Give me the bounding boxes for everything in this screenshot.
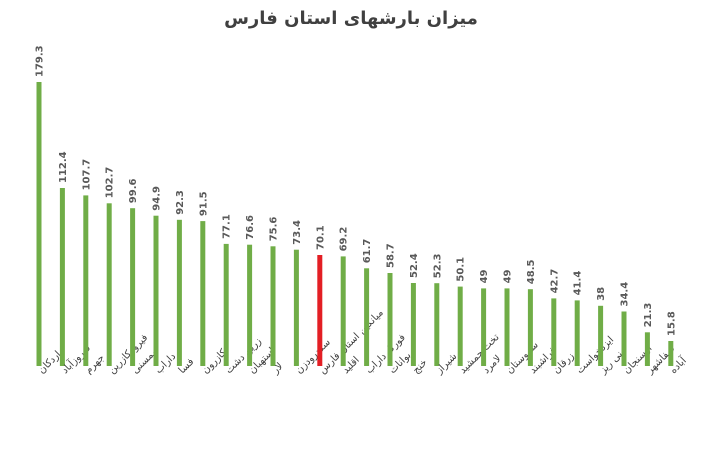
- bar-value-label-24: 38: [596, 287, 607, 301]
- bar-12: [317, 255, 323, 366]
- bar-value-label-19: 49: [479, 269, 490, 283]
- bar-26: [644, 332, 650, 366]
- bar-8: [223, 243, 229, 366]
- bar-1: [59, 188, 65, 366]
- bar-value-label-17: 52.3: [432, 253, 443, 278]
- bar-5: [153, 215, 159, 366]
- bar-value-label-26: 21.3: [643, 303, 654, 328]
- bar-value-label-25: 34.4: [620, 282, 631, 307]
- bar-value-label-23: 41.4: [573, 271, 584, 296]
- bar-15: [387, 273, 393, 366]
- bar-20: [504, 288, 510, 366]
- bar-27: [668, 341, 674, 366]
- bar-value-label-16: 52.4: [409, 253, 420, 278]
- bar-value-label-12: 70.1: [315, 225, 326, 250]
- bar-4: [130, 208, 136, 366]
- bar-18: [457, 286, 463, 366]
- bar-22: [551, 298, 557, 366]
- bar-value-label-18: 50.1: [456, 257, 467, 282]
- bar-21: [527, 289, 533, 366]
- bar-value-label-9: 76.6: [245, 215, 256, 240]
- bar-value-label-2: 107.7: [81, 159, 92, 191]
- bar-value-label-7: 91.5: [198, 191, 209, 216]
- bar-10: [270, 246, 276, 366]
- bar-value-label-20: 49: [503, 269, 514, 283]
- bar-14: [364, 268, 370, 366]
- bar-24: [598, 305, 604, 366]
- chart-title: میزان بارشهای استان فارس: [224, 8, 478, 29]
- bar-value-label-6: 92.3: [175, 190, 186, 215]
- bar-value-label-21: 48.5: [526, 259, 537, 284]
- bar-value-label-8: 77.1: [222, 214, 233, 239]
- bar-17: [434, 283, 440, 366]
- bar-16: [410, 283, 416, 366]
- bar-value-label-4: 99.6: [128, 178, 139, 203]
- bar-7: [200, 221, 206, 366]
- bar-2: [83, 195, 89, 366]
- bar-value-label-11: 73.4: [292, 220, 303, 245]
- bar-value-label-10: 75.6: [269, 217, 280, 242]
- bar-value-label-13: 69.2: [339, 227, 350, 252]
- bar-value-label-27: 15.8: [666, 311, 677, 336]
- bar-3: [106, 203, 112, 366]
- bar-11: [293, 249, 299, 366]
- bar-value-label-5: 94.9: [152, 186, 163, 211]
- bar-value-label-22: 42.7: [549, 269, 560, 294]
- bar-value-label-1: 112.4: [58, 151, 69, 183]
- bar-6: [176, 219, 182, 366]
- bar-13: [340, 256, 346, 366]
- bar-value-label-3: 102.7: [105, 167, 116, 199]
- bar-19: [481, 288, 487, 366]
- bar-value-label-15: 58.7: [386, 243, 397, 268]
- bar-25: [621, 311, 627, 366]
- bar-value-label-0: 179.3: [35, 45, 46, 77]
- bar-9: [247, 244, 253, 366]
- bar-0: [36, 82, 42, 366]
- bar-value-label-14: 61.7: [362, 239, 373, 264]
- bar-23: [574, 300, 580, 366]
